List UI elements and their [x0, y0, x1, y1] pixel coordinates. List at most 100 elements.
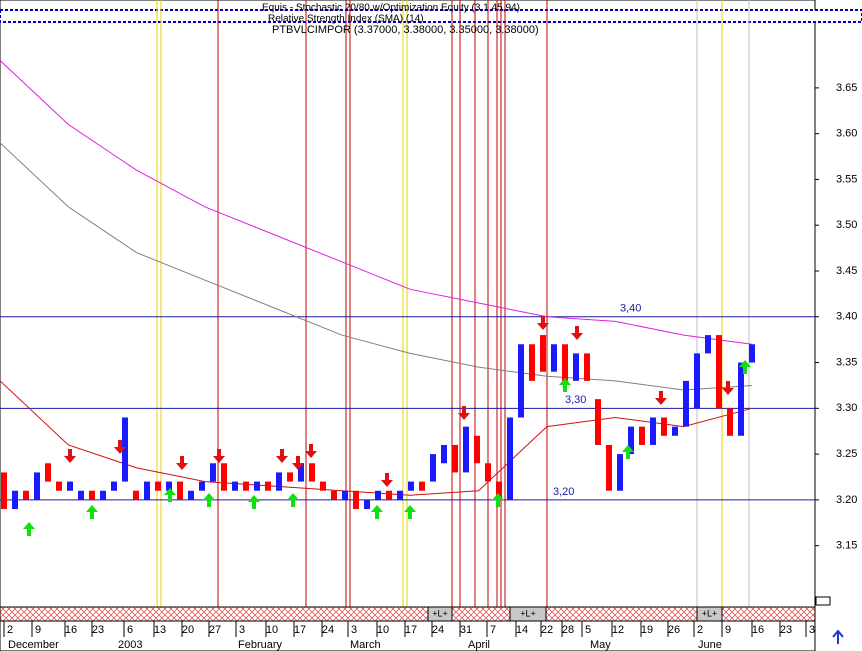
candle [1, 472, 7, 510]
y-tick-label: 3.15 [836, 540, 857, 552]
sell-arrow [722, 381, 734, 395]
sell-arrow [305, 444, 317, 458]
x-tick-label: 16 [752, 624, 764, 636]
band-label: +L+ [702, 608, 718, 618]
candle [452, 444, 458, 473]
candle [67, 481, 73, 491]
candle [276, 472, 282, 491]
candle [705, 335, 711, 354]
candle [111, 481, 117, 491]
candle [353, 490, 359, 510]
sell-arrow [64, 449, 76, 463]
month-label: March [350, 639, 381, 651]
sell-arrow [176, 456, 188, 470]
sell-arrow [114, 440, 126, 454]
sell-arrow [655, 391, 667, 405]
month-label: April [468, 639, 490, 651]
x-tick-label: 3 [809, 624, 815, 636]
buy-arrow [404, 505, 416, 519]
header-2: Relative Strength Index (SMA) (14) [268, 14, 424, 25]
x-tick-label: 23 [780, 624, 792, 636]
sell-arrow [276, 449, 288, 463]
x-tick-label: 17 [294, 624, 306, 636]
candle [89, 490, 95, 500]
candle [177, 481, 183, 500]
x-tick-label: 12 [612, 624, 624, 636]
candle [408, 481, 414, 491]
candle [34, 472, 40, 500]
buy-arrow [23, 522, 35, 536]
candle [540, 335, 546, 372]
candle [100, 490, 106, 500]
candle [727, 408, 733, 436]
x-tick-label: 24 [432, 624, 444, 636]
sell-arrow [571, 326, 583, 340]
candle [463, 426, 469, 473]
moving-average [0, 142, 753, 391]
candle [716, 335, 722, 409]
x-tick-label: 3 [351, 624, 357, 636]
y-tick-label: 3.20 [836, 494, 857, 506]
band-label: +L+ [432, 608, 448, 618]
candle [441, 444, 447, 464]
x-tick-label: 28 [562, 624, 574, 636]
sell-arrow [458, 406, 470, 420]
x-tick-label: 6 [127, 624, 133, 636]
x-tick-label: 24 [322, 624, 334, 636]
x-tick-label: 10 [377, 624, 389, 636]
buy-arrow [492, 493, 504, 507]
y-tick-label: 3.45 [836, 265, 857, 277]
x-tick-label: 16 [65, 624, 77, 636]
candle [12, 490, 18, 510]
moving-average [0, 60, 753, 345]
candle [397, 490, 403, 500]
candle [243, 481, 249, 491]
buy-arrow [248, 495, 260, 509]
candle [364, 499, 370, 510]
x-tick-label: 31 [460, 624, 472, 636]
candle [155, 481, 161, 491]
candle [78, 490, 84, 500]
sell-arrow [381, 473, 393, 487]
scroll-box [815, 596, 831, 606]
candle [232, 481, 238, 491]
candle [56, 481, 62, 491]
x-tick-label: 20 [182, 624, 194, 636]
band-cell [427, 606, 453, 622]
candle [386, 490, 392, 500]
candle [518, 344, 524, 418]
candle [738, 362, 744, 436]
candle [474, 435, 480, 464]
y-tick-label: 3.50 [836, 219, 857, 231]
sell-arrow [537, 316, 549, 330]
x-tick-label: 17 [405, 624, 417, 636]
candle [584, 353, 590, 381]
candle [166, 481, 172, 491]
y-tick-label: 3.40 [836, 311, 857, 323]
band-cell [509, 606, 547, 622]
indicator-strip [0, 9, 862, 23]
candle [23, 490, 29, 500]
scroll-arrow[interactable] [832, 629, 844, 644]
signal-band [0, 606, 816, 622]
x-tick-label: 13 [154, 624, 166, 636]
candle [672, 426, 678, 436]
candle [485, 463, 491, 482]
buy-arrow [203, 493, 215, 507]
candle [375, 490, 381, 500]
candle [320, 481, 326, 491]
month-label: February [238, 639, 283, 651]
candle [661, 417, 667, 436]
header-3: PTBVLCIMPOR (3.37000, 3.38000, 3.35000, … [272, 24, 539, 36]
candle [298, 463, 304, 482]
candle [650, 417, 656, 445]
candle [199, 481, 205, 491]
candle [551, 344, 557, 372]
candle [529, 344, 535, 381]
x-tick-label: 5 [585, 624, 591, 636]
y-tick-label: 3.60 [836, 128, 857, 140]
y-tick-label: 3.25 [836, 448, 857, 460]
band-cell [696, 606, 723, 622]
sell-arrow [292, 456, 304, 470]
